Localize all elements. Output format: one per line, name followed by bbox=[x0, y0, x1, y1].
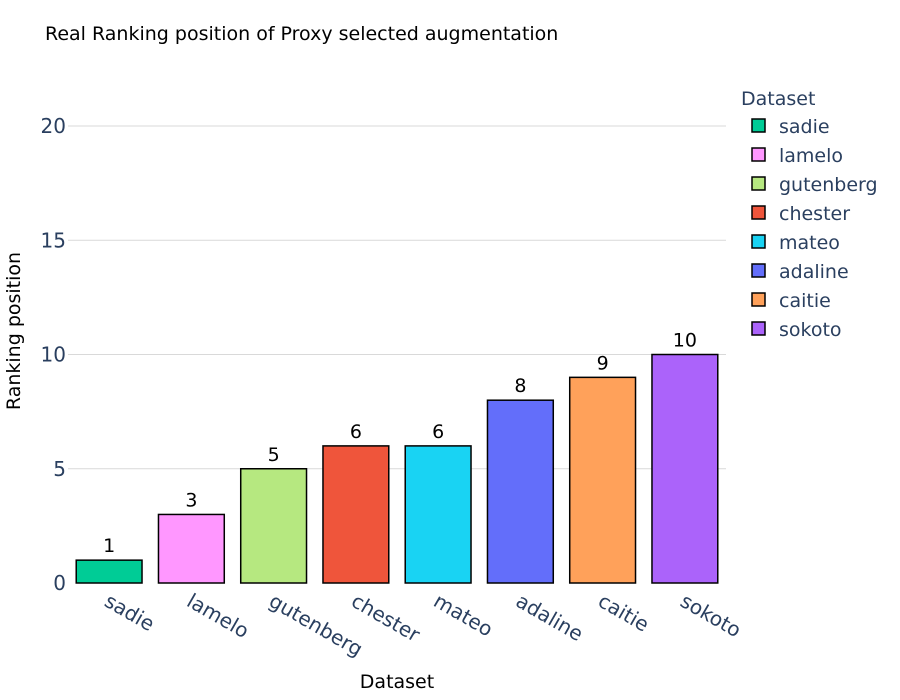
legend-swatch bbox=[751, 118, 766, 133]
x-tick-label: adaline bbox=[512, 589, 587, 646]
legend: Dataset sadie lamelo gutenberg chester mateo… bbox=[741, 88, 878, 341]
y-tick-label: 0 bbox=[53, 571, 66, 595]
legend-label: chester bbox=[779, 203, 850, 225]
bar-lamelo bbox=[157, 513, 226, 584]
bar-value-label: 8 bbox=[514, 375, 526, 397]
legend-title: Dataset bbox=[741, 88, 815, 110]
y-tick-label: 20 bbox=[41, 114, 66, 138]
legend-item[interactable]: lamelo bbox=[751, 145, 843, 167]
x-tick-label: lamelo bbox=[183, 589, 253, 643]
y-tick-label: 5 bbox=[53, 457, 66, 481]
bar-value-label: 1 bbox=[103, 535, 115, 557]
legend-item[interactable]: mateo bbox=[751, 232, 840, 254]
legend-label: mateo bbox=[779, 232, 840, 254]
bar-value-label: 9 bbox=[597, 352, 609, 374]
legend-swatch bbox=[751, 234, 766, 249]
legend-swatch bbox=[751, 263, 766, 278]
x-axis-title: Dataset bbox=[360, 671, 434, 693]
legend-label: caitie bbox=[779, 290, 831, 312]
chart-title: Real Ranking position of Proxy selected … bbox=[45, 23, 558, 45]
legend-item[interactable]: chester bbox=[751, 203, 850, 225]
legend-swatch bbox=[751, 321, 766, 336]
bar-value-label: 5 bbox=[268, 444, 280, 466]
legend-swatch bbox=[751, 147, 766, 162]
bar-value-labels: 1 3 5 6 6 8 9 10 bbox=[103, 330, 697, 558]
legend-label: sokoto bbox=[779, 319, 842, 341]
y-tick-label: 10 bbox=[41, 343, 66, 367]
legend-item[interactable]: sokoto bbox=[751, 319, 842, 341]
bar-value-label: 10 bbox=[673, 330, 697, 352]
x-tick-label: sadie bbox=[101, 589, 159, 636]
x-tick-label: mateo bbox=[430, 589, 498, 642]
bar-adaline bbox=[486, 399, 555, 584]
legend-item[interactable]: gutenberg bbox=[751, 174, 878, 196]
bar-value-label: 3 bbox=[185, 489, 197, 511]
legend-swatch bbox=[751, 176, 766, 191]
bar-value-label: 6 bbox=[432, 421, 444, 443]
y-tick-label: 15 bbox=[41, 228, 66, 252]
legend-item[interactable]: sadie bbox=[751, 116, 830, 138]
bar-sokoto bbox=[651, 353, 719, 584]
bars bbox=[75, 353, 719, 584]
bar-chester bbox=[322, 445, 390, 584]
bar-caitie bbox=[568, 376, 637, 584]
x-tick-label: caitie bbox=[594, 589, 653, 637]
legend-swatch bbox=[751, 205, 766, 220]
bar-sadie bbox=[75, 559, 143, 584]
y-axis-ticks: 0 5 10 15 20 bbox=[41, 114, 66, 595]
bar-mateo bbox=[404, 445, 472, 584]
legend-label: sadie bbox=[779, 116, 830, 138]
legend-label: adaline bbox=[779, 261, 849, 283]
legend-label: gutenberg bbox=[779, 174, 878, 196]
bar-value-label: 6 bbox=[350, 421, 362, 443]
legend-item[interactable]: adaline bbox=[751, 261, 849, 283]
legend-swatch bbox=[751, 292, 766, 307]
x-tick-label: sokoto bbox=[676, 589, 745, 643]
legend-item[interactable]: caitie bbox=[751, 290, 831, 312]
x-tick-label: gutenberg bbox=[265, 589, 367, 662]
y-axis-title: Ranking position bbox=[3, 252, 25, 410]
legend-label: lamelo bbox=[779, 145, 843, 167]
bar-gutenberg bbox=[239, 468, 308, 584]
